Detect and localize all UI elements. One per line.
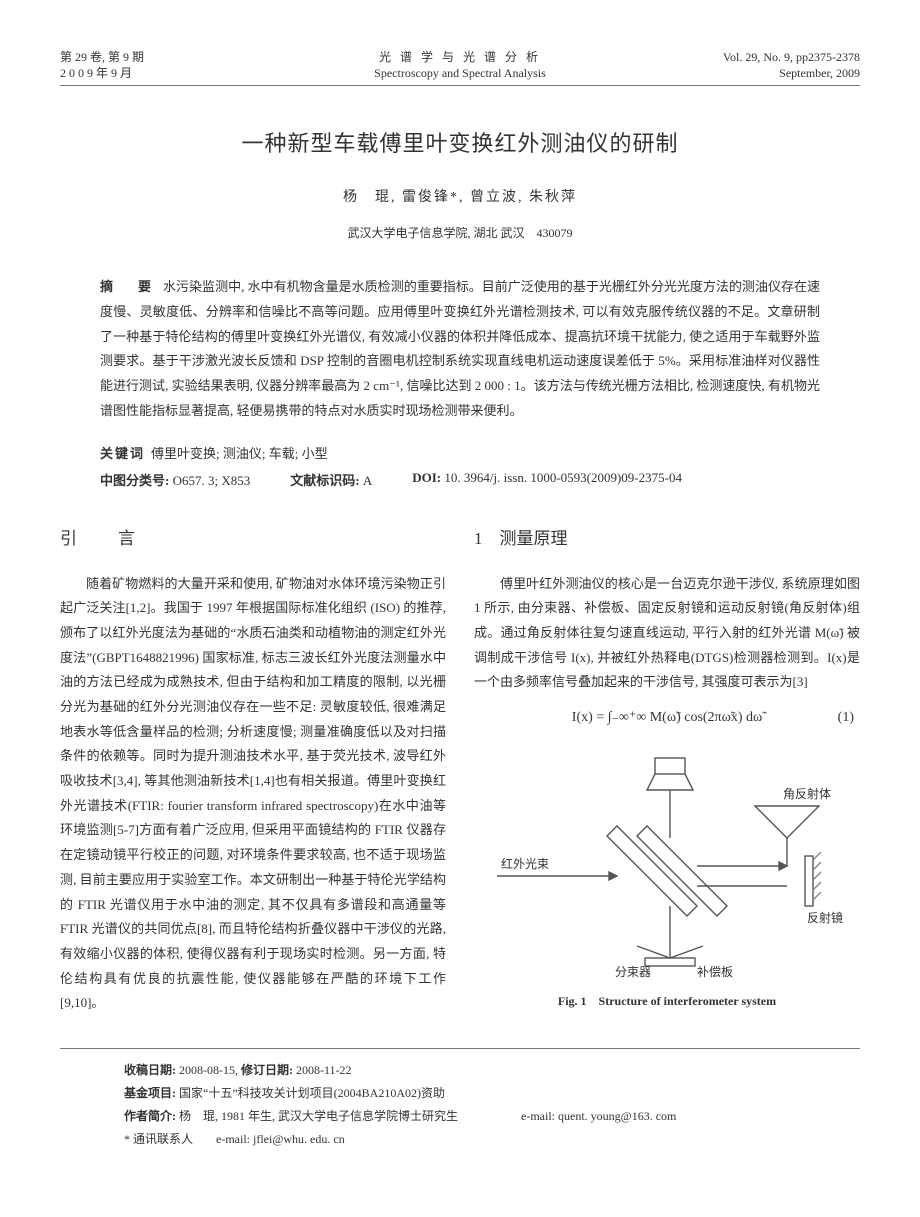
- journal-title-en: Spectroscopy and Spectral Analysis: [260, 66, 660, 82]
- abstract: 摘 要水污染监测中, 水中有机物含量是水质检测的重要指标。目前广泛使用的基于光栅…: [100, 275, 820, 423]
- doc-code: 文献标识码: A: [290, 470, 372, 489]
- dates-row: 收稿日期: 2008-08-15, 修订日期: 2008-11-22: [60, 1059, 860, 1082]
- classification-line: 中图分类号: O657. 3; X853 文献标识码: A DOI: 10. 3…: [100, 470, 820, 489]
- abstract-text: 水污染监测中, 水中有机物含量是水质检测的重要指标。目前广泛使用的基于光栅红外分…: [100, 279, 820, 417]
- equation-1-number: (1): [838, 705, 854, 732]
- keywords: 关键词傅里叶变换; 测油仪; 车载; 小型: [100, 443, 820, 462]
- fig1-label-compensator: 补偿板: [697, 964, 733, 979]
- header-date-cn: 2 0 0 9 年 9 月: [60, 66, 260, 82]
- fig1-label-beam: 红外光束: [501, 856, 549, 871]
- authors-line: 杨 琨, 雷俊锋*, 曾立波, 朱秋萍: [60, 186, 860, 206]
- header-right: Vol. 29, No. 9, pp2375-2378 September, 2…: [660, 50, 860, 81]
- header-date-en: September, 2009: [660, 66, 860, 82]
- intro-para: 随着矿物燃料的大量开采和使用, 矿物油对水体环境污染物正引起广泛关注[1,2]。…: [60, 572, 446, 1016]
- header-left: 第 29 卷, 第 9 期 2 0 0 9 年 9 月: [60, 50, 260, 81]
- footer-block: 收稿日期: 2008-08-15, 修订日期: 2008-11-22 基金项目:…: [60, 1059, 860, 1150]
- affiliation-line: 武汉大学电子信息学院, 湖北 武汉 430079: [60, 224, 860, 241]
- header-center: 光 谱 学 与 光 谱 分 析 Spectroscopy and Spectra…: [260, 50, 660, 81]
- right-column: 1 测量原理 傅里叶红外测油仪的核心是一台迈克尔逊干涉仪, 系统原理如图 1 所…: [474, 519, 860, 1018]
- fund-row: 基金项目: 国家“十五”科技攻关计划项目(2004BA210A02)资助: [60, 1082, 860, 1105]
- fig1-label-corner: 角反射体: [783, 786, 831, 801]
- header-volume-issue: 第 29 卷, 第 9 期: [60, 50, 260, 66]
- abstract-label: 摘 要: [100, 279, 157, 294]
- figure-1-caption: Fig. 1 Structure of interferometer syste…: [474, 990, 860, 1013]
- journal-title-cn: 光 谱 学 与 光 谱 分 析: [260, 50, 660, 66]
- clc: 中图分类号: O657. 3; X853: [100, 470, 250, 489]
- section1-para: 傅里叶红外测油仪的核心是一台迈克尔逊干涉仪, 系统原理如图 1 所示, 由分束器…: [474, 572, 860, 695]
- intro-heading: 引 言: [60, 523, 446, 555]
- author-email: e-mail: quent. young@163. com: [521, 1105, 676, 1128]
- running-header: 第 29 卷, 第 9 期 2 0 0 9 年 9 月 光 谱 学 与 光 谱 …: [60, 50, 860, 86]
- corresponding-row: * 通讯联系人 e-mail: jflei@whu. edu. cn: [60, 1128, 860, 1151]
- equation-1-body: I(x) = ∫₋∞⁺∞ M(ω̃) cos(2πω̃x) dω̃: [572, 710, 762, 725]
- fig1-label-mirror: 反射镜: [807, 910, 843, 925]
- keywords-label: 关键词: [100, 446, 145, 461]
- page: 第 29 卷, 第 9 期 2 0 0 9 年 9 月 光 谱 学 与 光 谱 …: [0, 0, 920, 1191]
- fig1-label-splitter: 分束器: [615, 965, 651, 979]
- corr-email: e-mail: jflei@whu. edu. cn: [216, 1128, 345, 1151]
- left-column: 引 言 随着矿物燃料的大量开采和使用, 矿物油对水体环境污染物正引起广泛关注[1…: [60, 519, 446, 1018]
- keywords-text: 傅里叶变换; 测油仪; 车载; 小型: [151, 446, 328, 461]
- figure-1: 红外光束 角反射体 反射镜 分束器 补偿板 Fig. 1 Structure o…: [474, 746, 860, 1013]
- section1-heading: 1 测量原理: [474, 523, 860, 555]
- author-row: 作者简介: 杨 琨, 1981 年生, 武汉大学电子信息学院博士研究生 e-ma…: [60, 1105, 860, 1128]
- body-columns: 引 言 随着矿物燃料的大量开采和使用, 矿物油对水体环境污染物正引起广泛关注[1…: [60, 519, 860, 1018]
- footer-rule: [60, 1048, 860, 1049]
- article-title: 一种新型车载傅里叶变换红外测油仪的研制: [60, 126, 860, 158]
- doi: DOI: 10. 3964/j. issn. 1000-0593(2009)09…: [412, 470, 682, 489]
- equation-1: I(x) = ∫₋∞⁺∞ M(ω̃) cos(2πω̃x) dω̃ (1): [474, 705, 860, 732]
- interferometer-diagram: 红外光束 角反射体 反射镜 分束器 补偿板: [487, 746, 847, 986]
- header-vol-pages: Vol. 29, No. 9, pp2375-2378: [660, 50, 860, 66]
